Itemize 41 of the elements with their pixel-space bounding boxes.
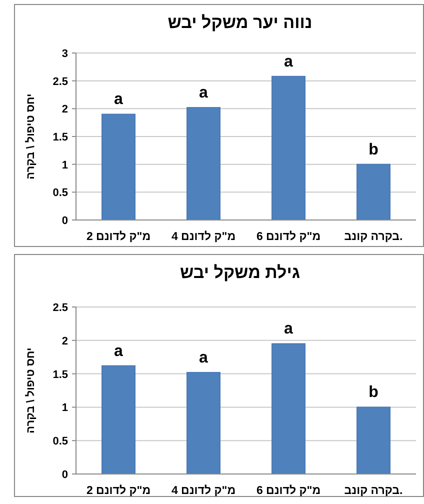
annotation: a — [114, 91, 124, 108]
annotation: b — [368, 384, 379, 402]
bar — [356, 406, 390, 474]
x-tick-label: 2 מ"ק לדונם — [86, 484, 151, 497]
x-tick-label: 2 מ"ק לדונם — [86, 230, 151, 243]
bar — [186, 372, 220, 474]
bar — [272, 76, 306, 220]
y-axis-title: יחס טיפול \ בקרה — [25, 348, 37, 434]
x-tick-label: 4 מ"ק לדונם — [171, 484, 236, 497]
chart-title: גילת משקל יבש — [180, 263, 300, 282]
x-tick-label: 6 מ"ק לדונם — [256, 484, 321, 497]
y-tick-label: 1.5 — [52, 368, 68, 381]
y-tick-label: 2 — [62, 104, 68, 116]
annotation: a — [199, 349, 208, 366]
y-tick-label: 2.5 — [52, 302, 68, 314]
bar — [102, 365, 136, 474]
x-tick-label: בקרה קונב. — [344, 485, 403, 497]
y-tick-label: 0 — [62, 469, 68, 481]
annotation: a — [284, 53, 294, 70]
bar — [356, 164, 390, 220]
bar — [272, 343, 306, 474]
y-tick-label: 1 — [62, 402, 68, 414]
y-axis-title: יחס טיפול \ בקרה — [25, 94, 37, 180]
chart-title: נווה יער משקל יבש — [168, 13, 312, 32]
annotation: a — [199, 84, 208, 102]
bar — [102, 114, 136, 220]
y-tick-label: 0 — [62, 215, 68, 227]
x-tick-label: בקרה קונב. — [344, 231, 403, 243]
annotation: a — [114, 342, 124, 360]
y-tick-label: 0.5 — [52, 187, 68, 200]
y-tick-label: 1 — [62, 159, 68, 172]
x-tick-label: 6 מ"ק לדונם — [256, 230, 321, 243]
y-tick-label: 2.5 — [52, 76, 68, 88]
y-tick-label: 0.5 — [52, 436, 68, 448]
annotation: a — [284, 320, 294, 338]
annotation: b — [368, 141, 379, 158]
y-tick-label: 1.5 — [52, 132, 68, 144]
y-tick-label: 2 — [62, 335, 68, 348]
x-tick-label: 4 מ"ק לדונם — [171, 230, 236, 243]
bar — [186, 107, 220, 220]
y-tick-label: 3 — [62, 48, 68, 60]
